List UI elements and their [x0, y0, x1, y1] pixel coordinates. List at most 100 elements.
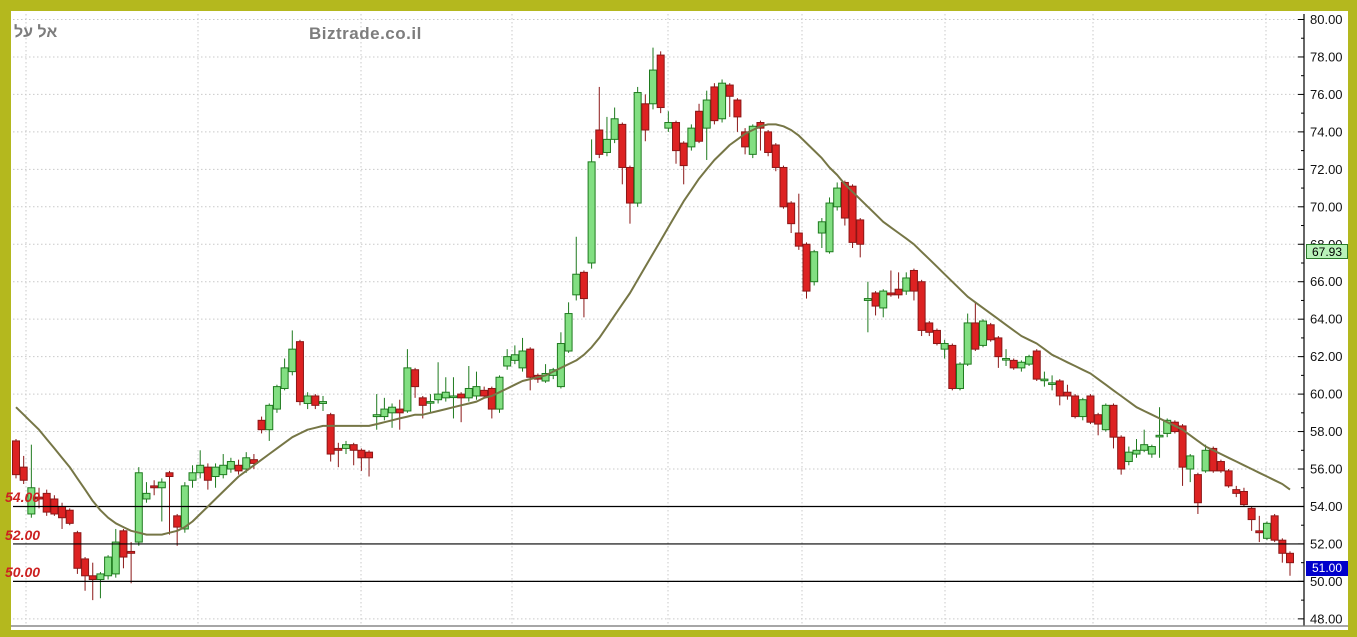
instrument-title: אל על — [14, 24, 58, 41]
candle-body — [963, 322, 972, 365]
candle-body — [986, 324, 995, 341]
candle-body — [810, 251, 819, 283]
axis-label: 80.00 — [1310, 12, 1343, 27]
candle-body — [564, 313, 573, 352]
axis-label: 66.00 — [1310, 274, 1343, 289]
candle-body — [1239, 490, 1248, 506]
candle-body — [1040, 378, 1049, 382]
candle-body — [81, 558, 90, 577]
candle-body — [1109, 404, 1118, 438]
candle-body — [196, 464, 205, 474]
candle-body — [1178, 425, 1187, 468]
axis-label: 50.00 — [1310, 574, 1343, 589]
candle-body — [12, 440, 20, 476]
candle-body — [1078, 399, 1087, 418]
candle-body — [787, 202, 796, 225]
candle-body — [649, 69, 657, 105]
candle-body — [165, 472, 174, 478]
candle-body — [894, 288, 903, 296]
axis-label: 54.00 — [1310, 499, 1343, 514]
candle-body — [625, 166, 634, 204]
candle-body — [771, 144, 780, 168]
candle-body — [1140, 444, 1149, 451]
candle-body — [503, 356, 512, 367]
candle-body — [295, 341, 304, 403]
candle-body — [1186, 455, 1195, 470]
candle-body — [1063, 391, 1072, 397]
candle-body — [672, 122, 681, 152]
candle-body — [27, 487, 36, 515]
candle-body — [556, 343, 565, 388]
axis-label: 52.00 — [1310, 536, 1343, 551]
candle-body — [802, 243, 811, 292]
candle-body — [311, 395, 320, 406]
candle-body — [641, 103, 650, 131]
candle-body — [173, 515, 182, 528]
axis-label: 70.00 — [1310, 199, 1343, 214]
candle-body — [88, 575, 97, 581]
axis-label: 60.00 — [1310, 387, 1343, 402]
candle-body — [411, 369, 420, 388]
candle-body — [1262, 522, 1271, 539]
candle-body — [572, 273, 581, 296]
candle-body — [372, 414, 381, 418]
candle-body — [58, 505, 67, 519]
candle-body — [457, 393, 466, 399]
support-level-label-54: 54.00 — [5, 489, 41, 506]
candle-body — [1009, 359, 1018, 369]
candle-body — [388, 406, 397, 414]
candle-body — [157, 481, 166, 489]
candle-body — [42, 492, 51, 513]
candle-body — [272, 386, 281, 410]
axis-label: 58.00 — [1310, 424, 1343, 439]
candle-body — [441, 391, 450, 399]
candle-body — [1055, 380, 1064, 397]
candle-body — [142, 492, 151, 500]
candle-body — [127, 550, 136, 554]
candle-body — [280, 367, 289, 389]
candle-body — [365, 451, 374, 459]
axis-label: 76.00 — [1310, 87, 1343, 102]
candle-body — [480, 389, 489, 397]
candle-body — [1124, 451, 1133, 463]
candle-body — [1155, 434, 1164, 438]
candle-body — [1117, 436, 1126, 470]
candle-body — [234, 464, 243, 472]
candle-body — [833, 187, 842, 208]
candle-body — [1224, 470, 1233, 487]
candle-body — [349, 444, 358, 451]
candle-body — [909, 269, 918, 292]
candle-body — [610, 118, 619, 140]
candle-body — [1147, 446, 1156, 455]
candle-body — [150, 485, 159, 489]
candle-body — [955, 363, 964, 389]
candle-body — [1071, 395, 1080, 418]
candle-body — [180, 485, 189, 530]
axis-label: 62.00 — [1310, 349, 1343, 364]
axis-label: 78.00 — [1310, 49, 1343, 64]
candle-body — [510, 354, 519, 361]
candle-body — [357, 449, 366, 459]
candle-body — [188, 472, 197, 481]
candle-body — [203, 466, 212, 481]
candle-body — [994, 337, 1003, 358]
candle-body — [1086, 395, 1095, 423]
candle-body — [779, 166, 788, 208]
candle-body — [326, 414, 335, 455]
candle-body — [579, 271, 588, 300]
candle-body — [1193, 474, 1202, 504]
ma-value-marker: 67.93 — [1306, 243, 1348, 259]
candle-body — [725, 84, 734, 97]
candle-body — [932, 329, 941, 345]
candle-body — [219, 464, 228, 476]
candle-body — [925, 322, 934, 333]
candle-body — [104, 556, 113, 577]
candle-body — [288, 348, 297, 373]
candle-body — [794, 232, 803, 247]
last-price-marker: 51.00 — [1306, 560, 1348, 576]
candle-body — [733, 99, 742, 118]
candle-body — [979, 320, 988, 346]
support-level-label-52: 52.00 — [5, 526, 41, 543]
candle-body — [940, 343, 949, 350]
